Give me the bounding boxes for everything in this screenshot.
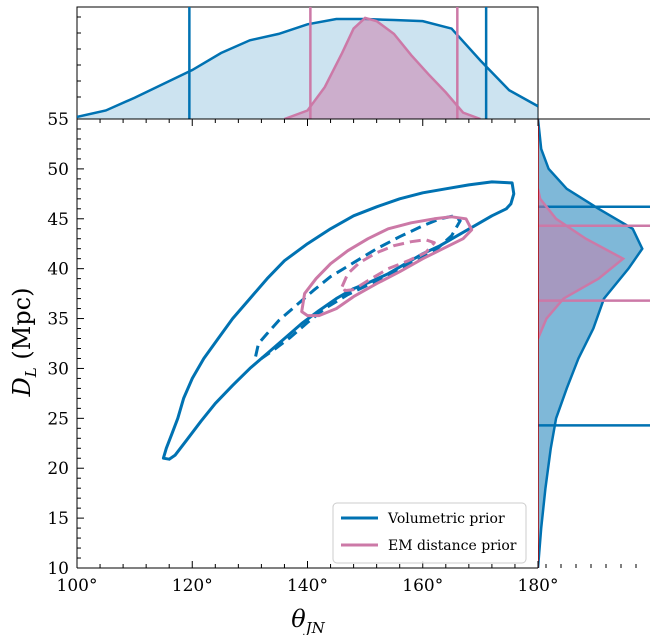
y-tick-label-7: 45 bbox=[47, 210, 69, 230]
contour-1-outer bbox=[300, 215, 474, 318]
x-tick-labels: 100° 120° 140° 160° 180° bbox=[57, 576, 559, 596]
x-tick-label-2: 140° bbox=[287, 576, 328, 596]
top-marginal-panel bbox=[76, 6, 539, 120]
x-tick-label-1: 120° bbox=[172, 576, 213, 596]
y-tick-label-8: 50 bbox=[47, 160, 69, 180]
main-joint-panel bbox=[76, 118, 539, 569]
top-marginal-fill-0 bbox=[77, 18, 538, 119]
top-marginal-line-1 bbox=[284, 16, 481, 119]
y-tick-label-5: 35 bbox=[47, 310, 69, 330]
y-tick-labels: 10 15 20 25 30 35 40 45 50 55 bbox=[47, 110, 69, 579]
x-tick-label-4: 180° bbox=[518, 576, 559, 596]
y-tick-label-1: 15 bbox=[47, 509, 69, 529]
y-tick-label-0: 10 bbox=[47, 559, 69, 579]
legend-label-volumetric: Volumetric prior bbox=[387, 511, 505, 527]
right-marginal-fill-0 bbox=[538, 119, 643, 568]
y-tick-label-4: 30 bbox=[47, 359, 69, 379]
legend-label-em: EM distance prior bbox=[388, 538, 517, 554]
y-tick-label-3: 25 bbox=[47, 409, 69, 429]
y-tick-label-9: 55 bbox=[47, 110, 69, 130]
right-marginal-panel bbox=[537, 118, 650, 568]
y-tick-label-6: 40 bbox=[47, 260, 69, 280]
right-marginal-line-0 bbox=[538, 119, 644, 568]
contour-1-inner bbox=[340, 238, 436, 293]
x-tick-label-3: 160° bbox=[402, 576, 443, 596]
main-panel-background bbox=[77, 119, 538, 568]
contour-0-inner bbox=[254, 214, 462, 360]
y-axis-label: DL (Mpc) bbox=[8, 288, 40, 398]
top-marginal-fill-1 bbox=[284, 17, 481, 119]
x-axis-label: θJN bbox=[291, 605, 325, 635]
right-marginal-line-1 bbox=[538, 188, 626, 340]
y-tick-label-2: 20 bbox=[47, 459, 69, 479]
x-tick-label-0: 100° bbox=[57, 576, 98, 596]
top-marginal-line-0 bbox=[77, 17, 538, 119]
legend: Volumetric prior EM distance prior bbox=[332, 502, 527, 564]
